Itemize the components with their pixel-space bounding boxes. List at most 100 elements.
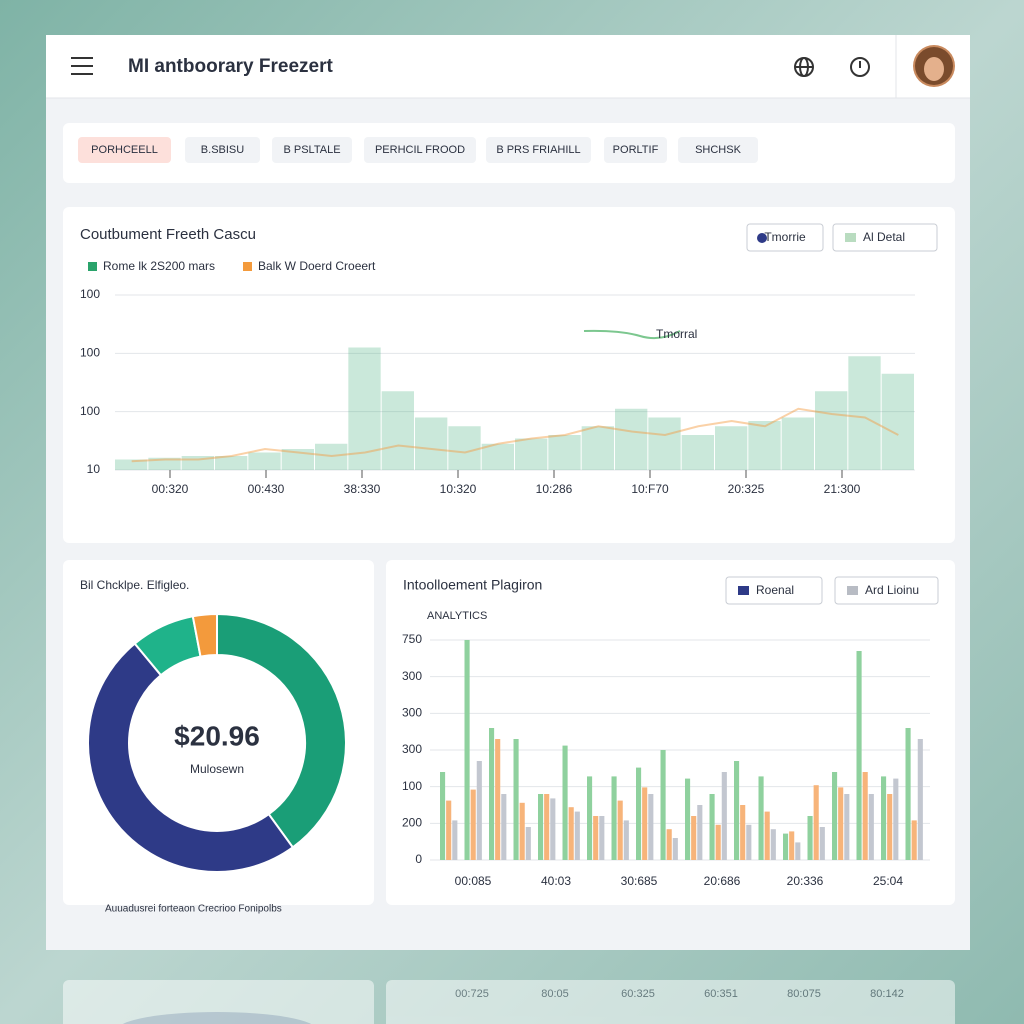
bar <box>697 805 703 860</box>
menu-icon[interactable] <box>71 57 93 75</box>
bar-chart: Intoolloement Plagiron ANALYTICS Roenal Ard… <box>402 576 939 888</box>
donut-segment <box>87 642 295 873</box>
bar <box>691 816 697 860</box>
bar <box>905 728 911 860</box>
bar <box>615 408 648 470</box>
x-tick-label: 10:320 <box>440 482 477 496</box>
footer-note: Auuadusrei forteaon Crecrioo Fonipolbs <box>105 904 282 915</box>
bar <box>464 640 470 860</box>
bar <box>868 794 874 860</box>
bar <box>562 745 568 860</box>
button-icon <box>757 233 767 243</box>
trend-card <box>63 207 955 543</box>
bar <box>715 824 721 860</box>
tab[interactable] <box>272 137 352 163</box>
bar <box>666 829 672 860</box>
clock-icon[interactable] <box>850 57 870 77</box>
bar <box>381 391 414 470</box>
legend-label: Rome lk 2S200 mars <box>103 259 215 273</box>
x-tick-label: 21:300 <box>824 482 861 496</box>
x-tick-label: 38:330 <box>344 482 381 496</box>
bar <box>789 831 795 860</box>
bar <box>550 798 556 860</box>
tab[interactable] <box>185 137 260 163</box>
legend-swatch <box>88 262 97 271</box>
y-tick-label: 300 <box>402 669 422 683</box>
bar <box>587 776 593 860</box>
bar <box>538 794 544 860</box>
bar <box>415 417 448 470</box>
button-swatch <box>847 586 858 595</box>
globe-icon[interactable] <box>794 57 814 77</box>
tab-row: PORHCEELL B.SBISU B PSLTALE PERHCIL FROOD B … <box>78 137 758 163</box>
x-tick-label: 00:320 <box>152 482 189 496</box>
annotation: Tmorral <box>656 327 697 341</box>
button[interactable] <box>725 576 823 605</box>
bar <box>862 772 868 860</box>
bar <box>281 449 314 470</box>
annotation-line <box>583 329 681 340</box>
bar <box>315 443 348 470</box>
button[interactable] <box>832 223 938 252</box>
bar <box>807 816 813 860</box>
tab-label: SHCHSK <box>695 144 742 156</box>
x-tick-label: 00:085 <box>455 874 492 888</box>
bar <box>764 811 770 860</box>
tab[interactable] <box>78 137 171 163</box>
x-tick-label: 10:F70 <box>631 482 669 496</box>
chart-subtitle: ANALYTICS <box>427 610 487 622</box>
tab[interactable] <box>364 137 476 163</box>
bar <box>525 827 531 860</box>
bar <box>513 739 519 860</box>
tab-label: PERHCIL FROOD <box>375 144 465 156</box>
x-tick-label: 30:685 <box>621 874 658 888</box>
center-value: $20.96 <box>174 720 260 751</box>
bar <box>470 789 476 860</box>
button-swatch <box>738 586 749 595</box>
tab[interactable] <box>486 137 591 163</box>
bar <box>181 456 214 470</box>
bar <box>856 651 862 860</box>
x-tick-label: 20:325 <box>728 482 765 496</box>
reflection-label: 60:325 <box>621 988 655 1000</box>
bar <box>715 426 748 470</box>
bar <box>593 816 599 860</box>
y-tick-label: 200 <box>402 816 422 830</box>
y-tick-label: 100 <box>80 404 100 418</box>
bar <box>448 426 481 470</box>
y-tick-label: 300 <box>402 706 422 720</box>
bar <box>734 761 740 860</box>
bar <box>648 794 654 860</box>
bar <box>452 820 458 860</box>
bar <box>148 457 181 470</box>
button-label: Al Detal <box>863 230 905 244</box>
y-tick-label: 100 <box>80 346 100 360</box>
reflection-label: 60:351 <box>704 988 738 1000</box>
bar <box>574 811 580 860</box>
chart-title: Bil Chcklpe. Elfigleo. <box>80 578 189 592</box>
bar <box>685 778 691 860</box>
tab[interactable] <box>604 137 667 163</box>
user-avatar[interactable] <box>913 45 955 87</box>
bar <box>893 778 899 860</box>
bar <box>887 794 893 860</box>
bar <box>515 438 548 470</box>
tab-label: B PSLTALE <box>283 144 340 156</box>
tab[interactable] <box>678 137 758 163</box>
bars-card <box>386 560 955 905</box>
x-tick-label: 10:286 <box>536 482 573 496</box>
button[interactable] <box>746 223 824 252</box>
bar <box>832 772 838 860</box>
legend-swatch <box>243 262 252 271</box>
bar <box>495 739 501 860</box>
button[interactable] <box>834 576 939 605</box>
button-swatch <box>845 233 856 242</box>
y-tick-label: 100 <box>402 779 422 793</box>
bar <box>917 739 923 860</box>
button-label: Roenal <box>756 583 794 597</box>
reflection-label: 80:075 <box>787 988 821 1000</box>
header-bar <box>46 35 970 98</box>
bar <box>481 443 514 470</box>
bar <box>795 842 801 860</box>
